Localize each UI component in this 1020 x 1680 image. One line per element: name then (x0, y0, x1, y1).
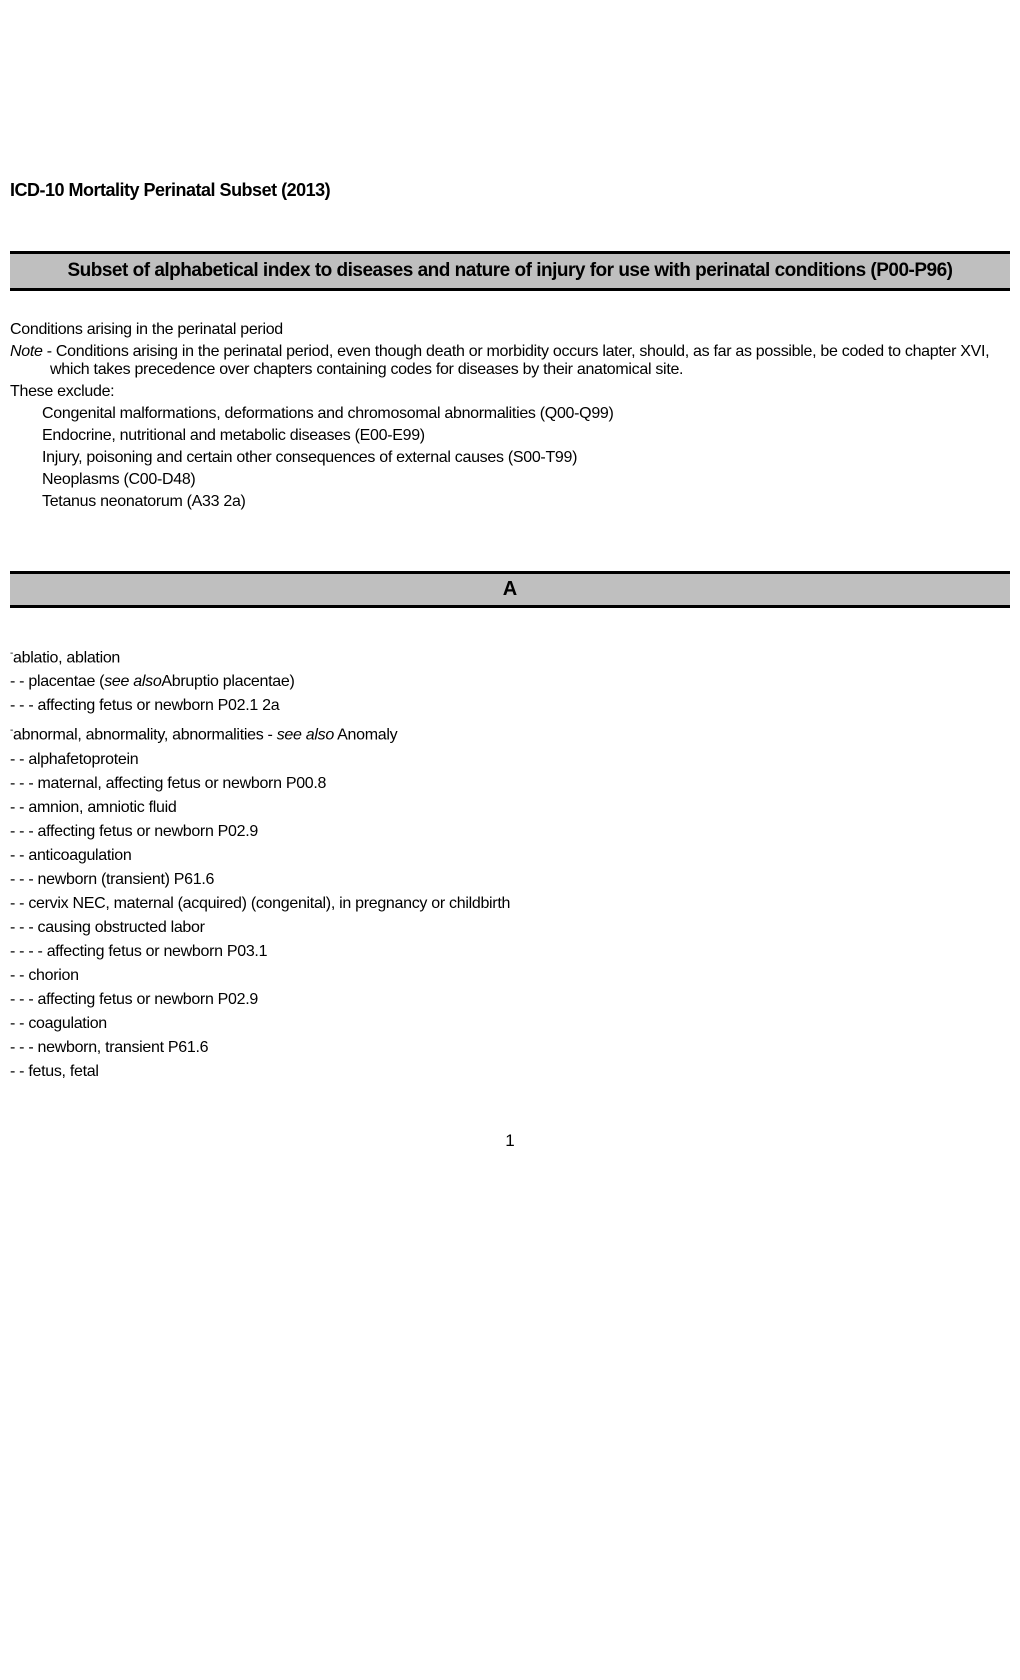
index-entry: - - cervix NEC, maternal (acquired) (con… (10, 895, 1010, 913)
index-entry: -ablatio, ablation (10, 648, 1010, 667)
index-entry: - - anticoagulation (10, 847, 1010, 865)
index-entry: - - fetus, fetal (10, 1063, 1010, 1081)
index-entry: - - - causing obstructed labor (10, 919, 1010, 937)
index-entry: - - - affecting fetus or newborn P02.9 (10, 823, 1010, 841)
intro-text: Conditions arising in the perinatal peri… (10, 321, 1010, 339)
exclude-header: These exclude: (10, 383, 1010, 401)
entry-group: -abnormal, abnormality, abnormalities - … (10, 725, 1010, 1080)
index-entry: - - - affecting fetus or newborn P02.9 (10, 991, 1010, 1009)
exclude-item: Endocrine, nutritional and metabolic dis… (10, 427, 1010, 445)
index-entry: - - alphafetoprotein (10, 751, 1010, 769)
index-entry: - - - newborn (transient) P61.6 (10, 871, 1010, 889)
letter-section-header: A (10, 571, 1010, 608)
index-entry: - - chorion (10, 967, 1010, 985)
document-title: ICD-10 Mortality Perinatal Subset (2013) (10, 180, 1010, 201)
exclude-item: Injury, poisoning and certain other cons… (10, 449, 1010, 467)
exclude-item: Congenital malformations, deformations a… (10, 405, 1010, 423)
page-number: 1 (10, 1131, 1010, 1151)
index-entry: - - coagulation (10, 1015, 1010, 1033)
exclude-item: Tetanus neonatorum (A33 2a) (10, 493, 1010, 511)
index-entry: - - - newborn, transient P61.6 (10, 1039, 1010, 1057)
note-body: - Conditions arising in the perinatal pe… (43, 343, 990, 378)
exclude-item: Neoplasms (C00-D48) (10, 471, 1010, 489)
note-text: Note - Conditions arising in the perinat… (10, 343, 1010, 379)
index-entry: - - amnion, amniotic fluid (10, 799, 1010, 817)
index-entry: - - - - affecting fetus or newborn P03.1 (10, 943, 1010, 961)
entry-group: -ablatio, ablation - - placentae (see al… (10, 648, 1010, 715)
index-entry: -abnormal, abnormality, abnormalities - … (10, 725, 1010, 744)
note-prefix: Note (10, 343, 43, 360)
index-entry: - - - affecting fetus or newborn P02.1 2… (10, 697, 1010, 715)
index-entry: - - - maternal, affecting fetus or newbo… (10, 775, 1010, 793)
main-section-header: Subset of alphabetical index to diseases… (10, 251, 1010, 291)
index-entry: - - placentae (see alsoAbruptio placenta… (10, 673, 1010, 691)
